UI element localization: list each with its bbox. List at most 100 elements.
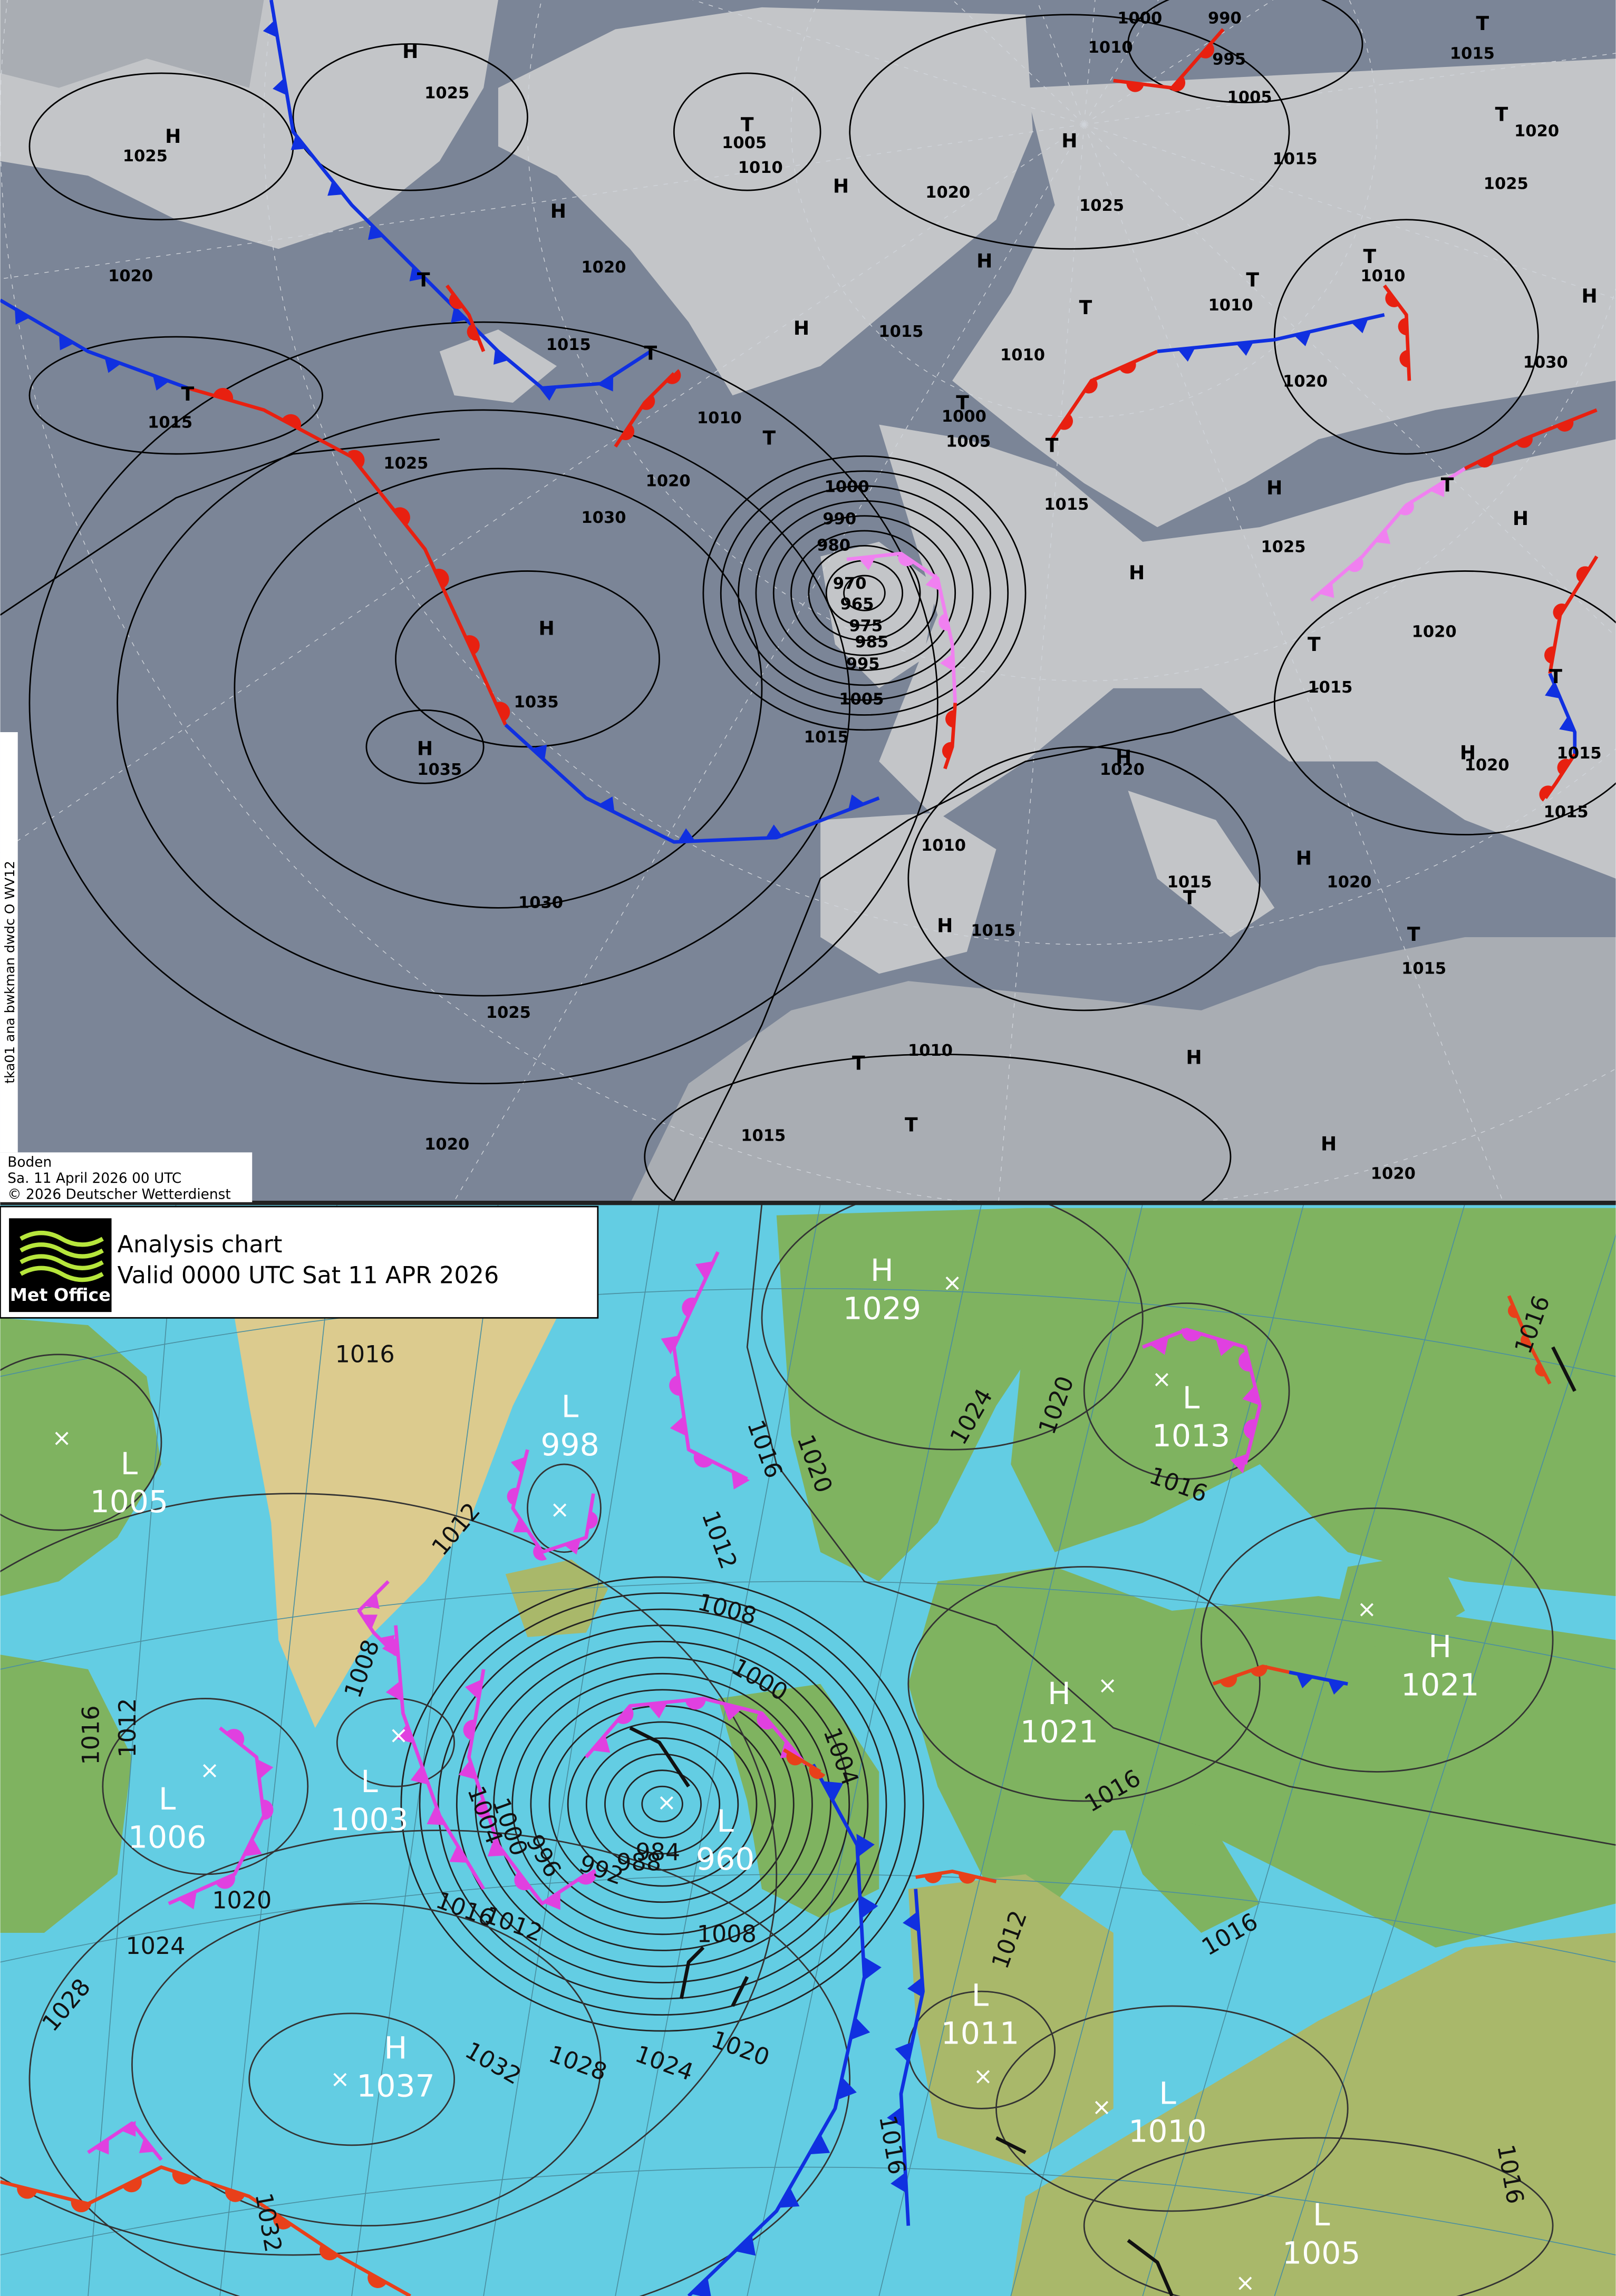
isobar: [641, 1785, 683, 1823]
front-symbol: [665, 369, 681, 384]
front-symbol: [409, 266, 425, 281]
isobar-label: 1000: [942, 407, 986, 426]
pressure-center-type: L: [159, 1781, 176, 1817]
isobar: [248, 2012, 455, 2146]
pressure-center: T: [763, 426, 776, 449]
graticule: [88, 1203, 177, 2296]
isobar-label: 1020: [1465, 756, 1509, 774]
front-symbol: [1429, 481, 1445, 498]
front-symbol: [1385, 291, 1400, 307]
land: [1113, 1801, 1260, 1933]
isobar: [702, 455, 1027, 731]
isobar: [623, 1769, 702, 1838]
isobar: [604, 1753, 721, 1855]
center-cross: ×: [943, 1269, 962, 1296]
front-symbol: [938, 613, 950, 631]
front-symbol: [543, 1891, 560, 1910]
land: [1011, 1933, 1616, 2296]
front-symbol: [1539, 785, 1553, 802]
isobar-label: 1015: [1273, 150, 1318, 168]
front-symbol: [693, 1453, 713, 1468]
land: [718, 1684, 879, 1919]
front-symbol: [368, 224, 384, 240]
pressure-center-value: 1006: [128, 1819, 206, 1855]
front-symbol: [465, 635, 480, 655]
front-symbol: [1177, 347, 1195, 362]
front-symbol: [891, 2172, 907, 2193]
front-symbol: [1243, 1419, 1256, 1439]
isobar: [1083, 1302, 1290, 1480]
front-symbol: [1083, 377, 1098, 394]
front-symbol: [273, 2213, 292, 2230]
front-symbol: [17, 2186, 37, 2199]
pressure-center-type: H: [1428, 1629, 1452, 1665]
front-symbol: [925, 573, 941, 591]
pressure-center: H: [1321, 1132, 1337, 1155]
graticule: [351, 1203, 499, 2296]
front-symbol: [1521, 1334, 1531, 1348]
pressure-center: T: [1407, 923, 1420, 946]
isobar-label: 1020: [108, 267, 153, 286]
front-symbol: [121, 2120, 136, 2137]
pressure-center-value: 1003: [330, 1802, 408, 1837]
front-symbol: [487, 1839, 506, 1857]
pressure-center: H: [1460, 742, 1476, 764]
isobar: [117, 409, 851, 997]
front-symbol: [362, 1614, 378, 1630]
front-symbol: [757, 1711, 774, 1730]
graticule: [527, 0, 1616, 682]
pressure-center: H: [1186, 1046, 1202, 1069]
front-line: [1212, 1665, 1290, 1686]
isobar-label: 1020: [1412, 623, 1457, 641]
isobar-label: 1020: [925, 183, 970, 202]
front-symbol: [691, 2278, 711, 2296]
center-cross: ×: [52, 1425, 71, 1452]
pressure-center: H: [1296, 847, 1312, 870]
front-line: [504, 723, 880, 844]
pressure-center: H: [833, 175, 849, 198]
isobar-label: 1020: [1327, 873, 1371, 892]
isobar-label: 980: [817, 537, 850, 555]
isobar: [0, 1493, 777, 2256]
front-symbol: [71, 2200, 91, 2213]
front-symbol: [856, 1834, 875, 1857]
land: [776, 1208, 1055, 1582]
trough: [1127, 2239, 1174, 2296]
front-symbol: [809, 1765, 826, 1779]
pressure-center: H: [165, 125, 181, 148]
graticule: [1274, 1234, 1616, 2296]
pressure-center: H: [937, 914, 953, 937]
graticule: [747, 1203, 982, 2296]
pressure-center-type: L: [121, 1446, 138, 1482]
land: [1333, 1552, 1465, 1655]
pressure-center-type: L: [1183, 1380, 1200, 1416]
isobar-label: 1030: [581, 509, 626, 527]
front-symbol: [531, 744, 547, 761]
front-symbol: [291, 135, 307, 150]
pressure-center-value: 1005: [1282, 2235, 1360, 2271]
front-symbol: [510, 1456, 526, 1474]
center-cross: ×: [1357, 1596, 1377, 1623]
front-symbol: [427, 1807, 446, 1825]
pressure-center-value: 1010: [1128, 2114, 1206, 2149]
front-symbol: [172, 2171, 192, 2185]
front-symbol: [1250, 1665, 1267, 1677]
front-symbol: [385, 1680, 402, 1701]
front-symbol: [1399, 500, 1414, 515]
trough: [995, 2136, 1027, 2154]
front-symbol: [1351, 318, 1369, 334]
pressure-center-value: 1029: [843, 1290, 921, 1326]
center-cross: ×: [1092, 2094, 1111, 2120]
isobar-label: 1015: [148, 413, 192, 432]
front-symbol: [1220, 1676, 1237, 1688]
front-symbol: [1238, 1351, 1252, 1372]
front-symbol: [887, 2106, 903, 2127]
isobar: [0, 439, 440, 616]
isobar-label: 995: [846, 655, 880, 674]
pressure-center-value: 1013: [1152, 1418, 1230, 1454]
isobar-label: 1035: [417, 761, 462, 779]
isobar-label: 1020: [1371, 1165, 1416, 1183]
front-symbol: [463, 1719, 476, 1740]
isobar: [755, 500, 974, 686]
